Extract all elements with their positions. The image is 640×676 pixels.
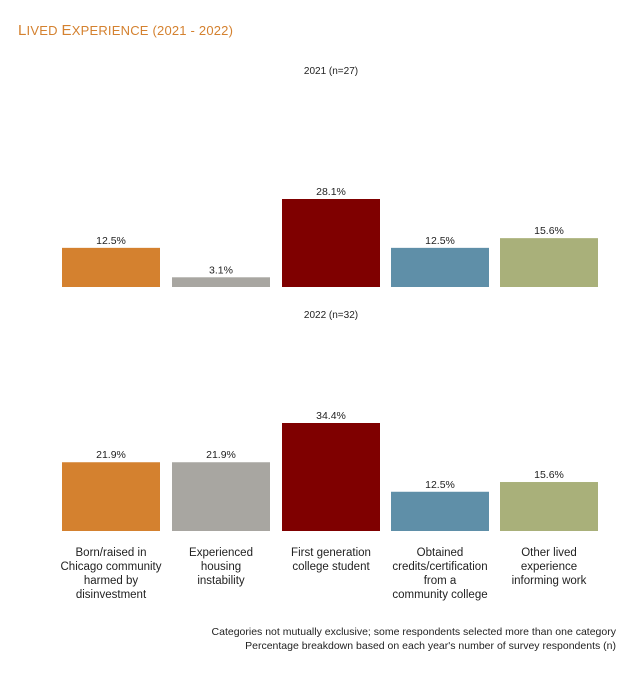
category-label-line: instability	[197, 575, 245, 587]
value-label-0-1: 3.1%	[209, 264, 233, 276]
chart-title-1: 2022 (n=32)	[304, 310, 358, 321]
bar-0-4	[500, 238, 598, 287]
value-label-1-0: 21.9%	[96, 449, 126, 461]
bar-0-1	[172, 277, 270, 287]
bar-0-2	[282, 199, 380, 287]
bar-1-4	[500, 482, 598, 531]
category-label-line: harmed by	[84, 575, 139, 587]
category-label-line: disinvestment	[76, 589, 147, 601]
category-label-line: housing	[201, 561, 241, 573]
value-label-0-0: 12.5%	[96, 235, 126, 247]
value-label-1-1: 21.9%	[206, 449, 236, 461]
value-label-1-4: 15.6%	[534, 469, 564, 481]
category-label-2: First generation college student	[291, 547, 371, 573]
value-label-1-3: 12.5%	[425, 479, 455, 491]
chart-title-0: 2021 (n=27)	[304, 66, 358, 77]
category-label-line: Born/raised in	[76, 547, 147, 559]
category-label-line: Obtained	[417, 547, 464, 559]
footnote-mutually-exclusive: Categories not mutually exclusive; some …	[211, 626, 616, 638]
category-label-line: Experienced	[189, 547, 253, 559]
category-label-line: experience	[521, 561, 577, 573]
category-label-line: college student	[292, 561, 370, 573]
category-label-line: from a	[424, 575, 457, 587]
category-label-line: informing work	[512, 575, 587, 587]
bar-1-1	[172, 462, 270, 531]
category-label-4: Other lived experience informing work	[512, 547, 587, 587]
category-label-line: Other lived	[521, 547, 577, 559]
footnote-percentage-basis: Percentage breakdown based on each year'…	[245, 640, 616, 652]
value-label-0-2: 28.1%	[316, 186, 346, 198]
category-label-line: community college	[392, 589, 487, 601]
bar-1-2	[282, 423, 380, 531]
category-label-line: credits/certification	[392, 561, 487, 573]
category-label-line: Chicago community	[61, 561, 162, 573]
category-label-3: Obtained credits/certification from a commu…	[392, 547, 487, 601]
page-title: LIVED EXPERIENCE (2021 - 2022)	[18, 22, 234, 39]
bar-0-0	[62, 247, 160, 287]
value-label-1-2: 34.4%	[316, 410, 346, 422]
bar-1-3	[391, 491, 489, 531]
category-label-0: Born/raised in Chicago community harmed by…	[61, 547, 162, 601]
bar-1-0	[62, 462, 160, 531]
value-label-0-4: 15.6%	[534, 225, 564, 237]
category-label-1: Experienced housing instability	[189, 547, 253, 587]
value-label-0-3: 12.5%	[425, 235, 455, 247]
category-label-line: First generation	[291, 547, 371, 559]
bar-0-3	[391, 247, 489, 287]
